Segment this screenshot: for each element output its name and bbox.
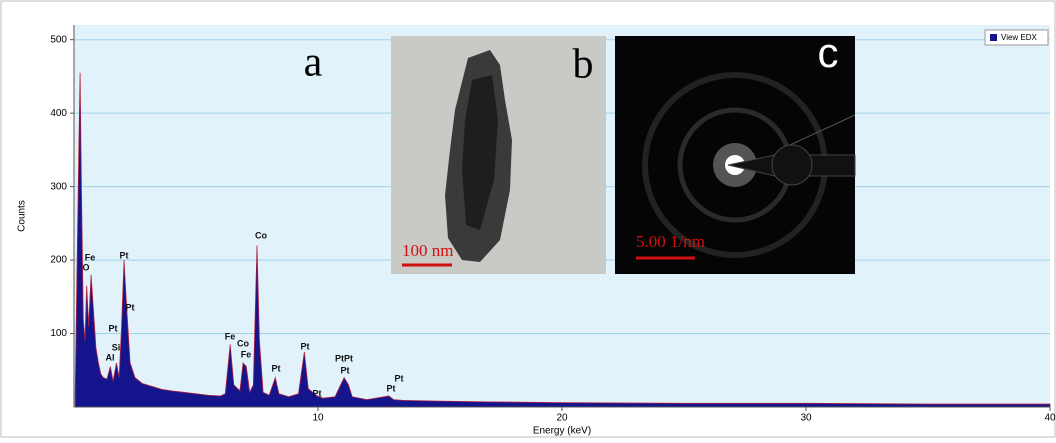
- y-tick-label: 300: [50, 181, 67, 192]
- y-tick-label: 200: [50, 255, 67, 266]
- peak-label: Pt: [395, 373, 404, 383]
- beam-stop: [772, 145, 812, 185]
- peak-label: Pt: [301, 341, 310, 351]
- peak-label: Si: [112, 342, 121, 352]
- x-tick-label: 10: [312, 413, 324, 424]
- peak-label: Fe: [85, 252, 96, 262]
- chart: 100 200 300 400 500 10 20 30 40 Counts Energy (k…: [0, 0, 1056, 438]
- panel-label: c: [818, 29, 839, 76]
- peak-label: Co: [237, 338, 249, 348]
- x-tick-label: 20: [556, 413, 568, 424]
- panel-label: b: [573, 42, 594, 88]
- legend-label: View EDX: [1001, 33, 1038, 42]
- y-tick-label: 500: [50, 34, 67, 45]
- y-tick-label: 400: [50, 108, 67, 119]
- peak-label: Pt: [109, 323, 118, 333]
- scale-bar-label: 100 nm: [402, 241, 453, 260]
- peak-label: Fe: [241, 349, 252, 359]
- peak-label: Co: [255, 230, 267, 240]
- x-tick-label: 30: [800, 413, 812, 424]
- peak-label: Fe: [225, 331, 236, 341]
- scale-bar-label: 5.00 1/nm: [636, 232, 705, 251]
- peak-label: PtPt: [335, 353, 353, 363]
- peak-label: Pt: [313, 388, 322, 398]
- peak-label: Pt: [272, 363, 281, 373]
- peak-label: O: [82, 262, 89, 272]
- peak-label: Pt: [387, 383, 396, 393]
- peak-label: Pt: [341, 365, 350, 375]
- legend-swatch: [990, 34, 997, 41]
- x-axis-label: Energy (keV): [533, 426, 591, 437]
- peak-label: Pt: [120, 250, 129, 260]
- panel-label: a: [304, 40, 323, 86]
- y-axis-label: Counts: [17, 200, 28, 232]
- peak-label: Al: [106, 352, 115, 362]
- y-tick-label: 100: [50, 328, 67, 339]
- x-tick-label: 40: [1044, 413, 1056, 424]
- peak-label: Pt: [126, 302, 135, 312]
